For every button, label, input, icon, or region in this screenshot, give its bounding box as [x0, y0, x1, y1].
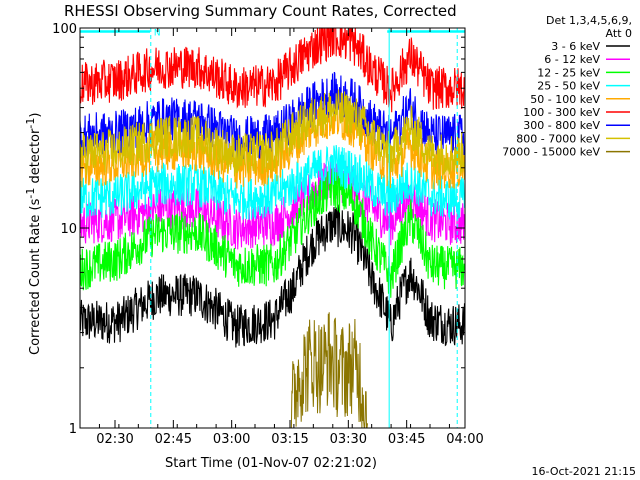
legend-entry-label: 7000 - 15000 keV: [502, 146, 600, 159]
series-7000-15000-kev: [290, 312, 368, 428]
series-layer: [80, 28, 465, 428]
x-axis: 02:30 02:45 03:00 03:15 03:30 03:45 04:00: [79, 28, 484, 447]
legend-header: Att 0: [606, 27, 632, 40]
timestamp: 16-Oct-2021 21:15: [532, 465, 636, 478]
series-line: [80, 89, 465, 177]
series-line: [80, 144, 465, 220]
legend-entry-label: 50 - 100 keV: [530, 93, 600, 106]
x-tick-label: 04:00: [446, 432, 483, 447]
series-line: [80, 204, 465, 348]
series-line: [290, 312, 368, 428]
y-tick-label: 100: [52, 22, 77, 37]
attenuator-marker-label: N: [154, 29, 161, 39]
series-3-6-kev: [80, 204, 465, 348]
x-tick-label: 03:00: [213, 432, 250, 447]
y-tick-label: 1: [69, 422, 77, 437]
y-axis: 1 10 100: [52, 22, 465, 437]
x-tick-label: 03:15: [271, 432, 308, 447]
x-tick-label: 03:30: [330, 432, 367, 447]
series-12-25-kev: [80, 167, 465, 298]
x-axis-label: Start Time (01-Nov-07 02:21:02): [165, 456, 377, 471]
legend-entry-label: 300 - 800 keV: [523, 119, 600, 132]
y-tick-label: 10: [60, 222, 77, 237]
y-axis-label: Corrected Count Rate (s-1 detector-1): [24, 113, 43, 355]
x-tick-label: 02:30: [96, 432, 133, 447]
legend-entry-label: 800 - 7000 keV: [516, 132, 600, 145]
legend-entry-label: 6 - 12 keV: [544, 53, 600, 66]
legend-entry-label: 12 - 25 keV: [537, 66, 600, 79]
series-line: [80, 167, 465, 298]
legend-entry-label: 3 - 6 keV: [551, 40, 600, 53]
legend-entry-label: 25 - 50 keV: [537, 80, 600, 93]
series-line: [80, 28, 465, 113]
x-tick-label: 02:45: [155, 432, 192, 447]
x-tick-label: 03:45: [388, 432, 425, 447]
chart-title: RHESSI Observing Summary Count Rates, Co…: [64, 2, 457, 20]
series-100-300-kev: [80, 28, 465, 113]
legend-header: Det 1,3,4,5,6,9,: [546, 14, 632, 27]
legend-entry-label: 100 - 300 keV: [523, 106, 600, 119]
series-25-50-kev: [80, 144, 465, 220]
series-800-7000-kev: [80, 89, 465, 177]
